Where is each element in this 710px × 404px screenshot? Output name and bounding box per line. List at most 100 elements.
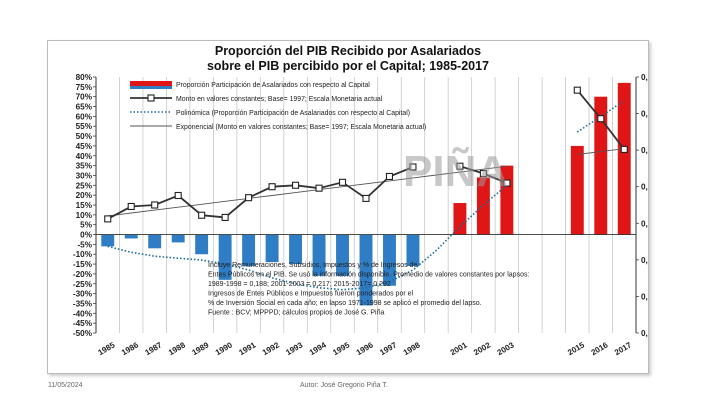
annotation-line: 1989-1998 = 0,188; 2001-2003 = 0,217; 20… bbox=[208, 281, 391, 288]
bar bbox=[476, 177, 490, 235]
x-tick-label: 2003 bbox=[496, 340, 516, 357]
bar bbox=[406, 234, 420, 267]
value-line-segment bbox=[107, 166, 414, 220]
exponential-trend-line bbox=[107, 148, 625, 217]
x-tick-label: 2001 bbox=[449, 340, 469, 357]
left-axis-tick-label: 35% bbox=[76, 162, 93, 171]
left-axis-tick-label: -20% bbox=[73, 270, 93, 279]
left-axis-tick-label: 30% bbox=[76, 171, 93, 180]
x-tick-label: 2016 bbox=[590, 340, 610, 357]
value-point bbox=[198, 211, 206, 219]
chart-title: Proporción del PIB Recibido por Asalaria… bbox=[207, 44, 489, 73]
x-tick-label: 1995 bbox=[331, 340, 351, 357]
chart-container: 80% 75% 70% 65% 60% 55% 50% 45% 40% 35% 30% 25% 20% 1… bbox=[47, 40, 649, 374]
bar bbox=[570, 145, 584, 235]
x-tick-label: 1988 bbox=[167, 340, 187, 357]
left-axis-tick-label: 55% bbox=[76, 122, 93, 131]
x-tick-label: 1998 bbox=[402, 340, 422, 357]
left-axis-tick-label: 75% bbox=[76, 83, 93, 92]
value-point bbox=[104, 215, 112, 223]
left-axis-tick-label: 65% bbox=[76, 103, 93, 112]
annotation-line: % de Inversión Social en cada año; en la… bbox=[208, 300, 482, 307]
legend-entry: Exponencial (Monto en valores constantes… bbox=[176, 124, 426, 131]
value-point bbox=[174, 191, 182, 200]
value-point bbox=[597, 115, 605, 123]
bar bbox=[171, 234, 185, 243]
right-axis-tick-label: 0,30 bbox=[641, 110, 648, 119]
bars bbox=[101, 82, 631, 306]
right-axis-tick-label: 0,25 bbox=[641, 146, 648, 155]
bar bbox=[148, 234, 162, 249]
right-axis-tick-label: 0,00 bbox=[641, 329, 648, 338]
left-axis-tick-label: 20% bbox=[76, 191, 93, 200]
left-axis-tick-label: -40% bbox=[73, 309, 93, 318]
value-point bbox=[245, 194, 253, 202]
left-axis-tick-label: -5% bbox=[77, 240, 92, 249]
legend-swatch-marker bbox=[147, 94, 155, 102]
bar bbox=[101, 234, 115, 247]
left-axis-tick-label: -45% bbox=[73, 319, 93, 328]
value-point bbox=[127, 202, 135, 211]
x-tick-label: 1997 bbox=[378, 340, 398, 357]
x-tick-label: 1989 bbox=[190, 340, 210, 357]
left-axis-tick-label: -15% bbox=[73, 260, 93, 269]
bar bbox=[218, 234, 232, 280]
value-point bbox=[338, 178, 347, 186]
left-axis-tick-label: -10% bbox=[73, 250, 93, 259]
legend-swatch-bars bbox=[130, 81, 172, 89]
left-axis-tick-label: 25% bbox=[76, 181, 93, 190]
left-axis-tick-label: 50% bbox=[76, 132, 93, 141]
bar bbox=[242, 234, 256, 267]
annotation: Incluye Remuneraciones, Subsidios, Impue… bbox=[208, 262, 529, 317]
legend-entry: Proporción Participación de Asalariados … bbox=[176, 82, 370, 89]
chart-title-line: sobre el PIB percibido por el Capital; 1… bbox=[207, 59, 489, 73]
bar bbox=[289, 234, 303, 265]
x-tick-label: 2015 bbox=[566, 340, 586, 357]
x-tick-label: 1991 bbox=[237, 340, 257, 357]
left-axis-tick-label: -25% bbox=[73, 280, 93, 289]
value-point bbox=[315, 184, 323, 192]
x-tick-label: 1990 bbox=[214, 340, 234, 357]
legend-entry: Polinómica (Proporción Participación de … bbox=[176, 110, 410, 117]
value-point bbox=[456, 162, 464, 170]
left-axis-tick-label: 40% bbox=[76, 152, 93, 161]
value-point bbox=[409, 163, 417, 171]
chart-svg: 80%75%70%65%60%55%50%45%40%35%30%25%20%1… bbox=[73, 44, 648, 357]
value-point bbox=[362, 194, 370, 202]
left-axis-tick-label: 5% bbox=[80, 221, 93, 230]
watermark: PIÑA bbox=[403, 146, 508, 196]
value-point bbox=[573, 86, 581, 94]
chart-title-line: Proporción del PIB Recibido por Asalaria… bbox=[215, 44, 481, 58]
value-point bbox=[268, 183, 276, 191]
bar bbox=[265, 234, 279, 263]
right-axis-tick-label: 0,20 bbox=[641, 183, 648, 192]
left-axis-tick-label: 15% bbox=[76, 201, 93, 210]
value-point bbox=[151, 201, 159, 209]
bar bbox=[594, 96, 608, 235]
x-tick-label: 1992 bbox=[261, 340, 281, 357]
bar bbox=[383, 234, 396, 286]
bar bbox=[336, 234, 349, 276]
footer-author: Autor: José Gregorio Piña T. bbox=[300, 382, 388, 389]
annotation-line: Ingresos de Entes Públicos e Impuestos f… bbox=[208, 291, 414, 298]
annotation-line: Fuente : BCV; MPPPD; cálculos propios de… bbox=[208, 310, 384, 317]
left-axis-tick-label: 70% bbox=[76, 93, 93, 102]
x-tick-label: 1987 bbox=[143, 340, 163, 357]
legend-entry: Monto en valores constantes; Base= 1997;… bbox=[176, 96, 383, 103]
annotation-line: Incluye Remuneraciones, Subsidios, Impue… bbox=[208, 262, 417, 269]
footer-date: 11/05/2024 bbox=[48, 382, 83, 389]
x-tick-label: 1996 bbox=[355, 340, 375, 357]
bar bbox=[124, 234, 138, 239]
x-tick-label: 1993 bbox=[284, 340, 304, 357]
x-tick-label: 1985 bbox=[97, 340, 117, 357]
value-point bbox=[620, 145, 628, 153]
x-tick-label: 1986 bbox=[120, 340, 140, 357]
annotation-line: Entes Públicos en el PIB. Se usó la info… bbox=[208, 272, 529, 279]
value-point bbox=[385, 172, 394, 181]
value-point bbox=[221, 213, 229, 221]
left-axis-tick-label: 45% bbox=[76, 142, 93, 151]
x-tick-label: 2002 bbox=[472, 340, 492, 357]
bar bbox=[453, 203, 467, 235]
left-axis-tick-label: 60% bbox=[76, 112, 93, 121]
